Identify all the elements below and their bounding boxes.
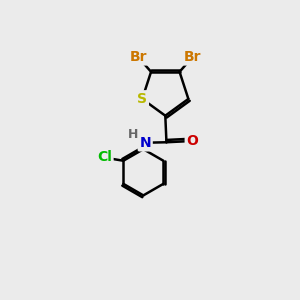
Text: Cl: Cl: [97, 150, 112, 164]
Text: S: S: [137, 92, 147, 106]
Text: H: H: [128, 128, 138, 141]
Text: Br: Br: [184, 50, 201, 64]
Text: N: N: [140, 136, 151, 150]
Text: O: O: [186, 134, 198, 148]
Text: Br: Br: [130, 50, 147, 64]
